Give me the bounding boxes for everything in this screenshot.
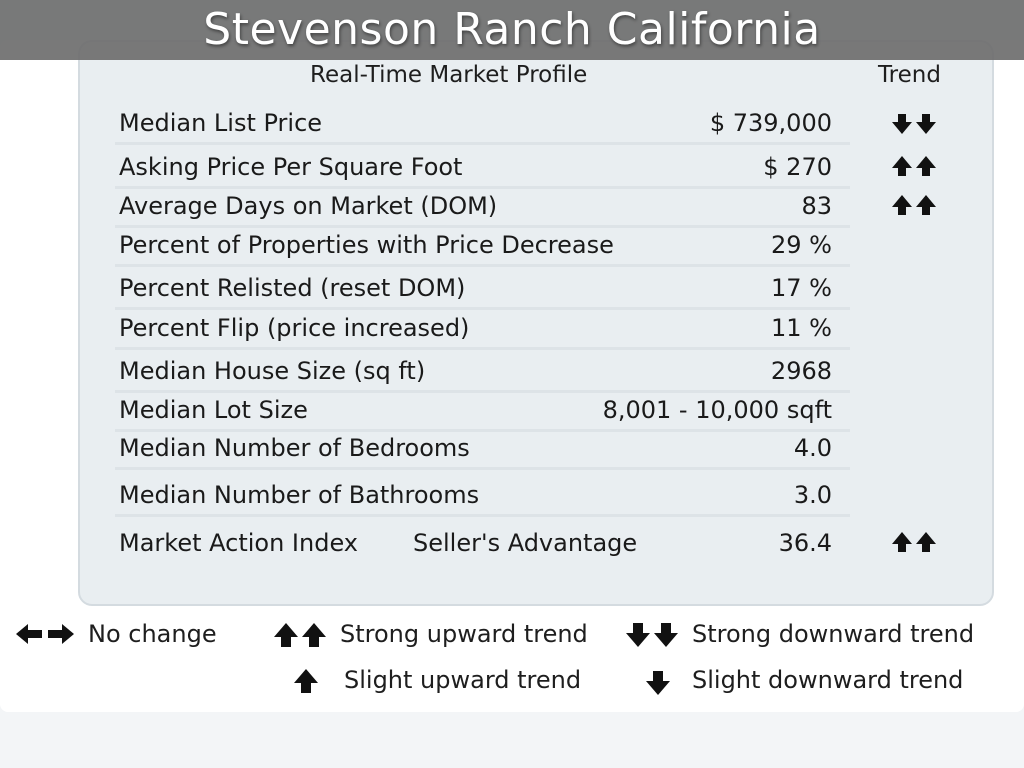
table-row: Percent of Properties with Price Decreas… [115,226,850,267]
row-value: 3.0 [793,481,832,509]
row-label: Percent Flip (price increased) [119,314,470,342]
trend-column-header: Trend [878,62,941,88]
row-label: Median Number of Bedrooms [119,434,470,462]
double-up-arrow-icon [892,195,936,215]
row-label: Asking Price Per Square Foot [119,153,463,181]
down-arrow-icon [646,671,670,695]
row-label: Median List Price [119,109,323,137]
table-row: Percent Flip (price increased) 11 % [115,309,850,350]
row-label: Percent Relisted (reset DOM) [119,274,466,302]
row-label: Median Number of Bathrooms [119,481,480,509]
table-row: Median List Price $ 739,000 [115,104,850,145]
table-row: Median Lot Size 8,001 - 10,000 sqft [115,391,850,432]
row-value: 36.4 [778,529,832,557]
table-row: Median Number of Bedrooms 4.0 [115,429,850,470]
row-label: Median Lot Size [119,396,308,424]
row-value: 4.0 [793,434,832,462]
row-label: Median House Size (sq ft) [119,357,426,385]
row-value: 2968 [770,357,832,385]
double-up-arrow-icon [892,532,936,552]
row-value: $ 739,000 [709,109,832,137]
market-profile-card [78,40,994,606]
legend-strong-upward: Strong upward trend [340,620,588,648]
row-value: $ 270 [763,153,832,181]
legend-slight-downward: Slight downward trend [692,666,964,694]
table-row: Average Days on Market (DOM) 83 [115,187,850,228]
table-row: Asking Price Per Square Foot $ 270 [115,148,850,189]
double-down-arrow-icon [626,623,678,647]
row-value: 17 % [771,274,832,302]
row-label: Market Action Index [119,529,358,557]
left-right-arrow-icon [16,624,74,644]
double-down-arrow-icon [892,114,936,134]
table-row: Median Number of Bathrooms 3.0 [115,476,850,517]
legend-slight-upward: Slight upward trend [344,666,582,694]
table-row: Market Action Index Seller's Advantage 3… [115,524,850,562]
page-title: Stevenson Ranch California [203,4,821,55]
double-up-arrow-icon [274,623,326,647]
row-value: 8,001 - 10,000 sqft [602,396,832,424]
table-row: Percent Relisted (reset DOM) 17 % [115,269,850,310]
row-value: 29 % [771,231,832,259]
table-header: Real-Time Market Profile [310,62,588,88]
table-row: Median House Size (sq ft) 2968 [115,352,850,393]
double-up-arrow-icon [892,156,936,176]
legend-strong-downward: Strong downward trend [692,620,975,648]
up-arrow-icon [294,669,318,693]
row-label: Average Days on Market (DOM) [119,192,498,220]
row-status: Seller's Advantage [413,529,638,557]
row-value: 83 [801,192,832,220]
row-value: 11 % [771,314,832,342]
row-label: Percent of Properties with Price Decreas… [119,231,614,259]
title-bar: Stevenson Ranch California [0,0,1024,60]
legend-no-change: No change [88,620,217,648]
